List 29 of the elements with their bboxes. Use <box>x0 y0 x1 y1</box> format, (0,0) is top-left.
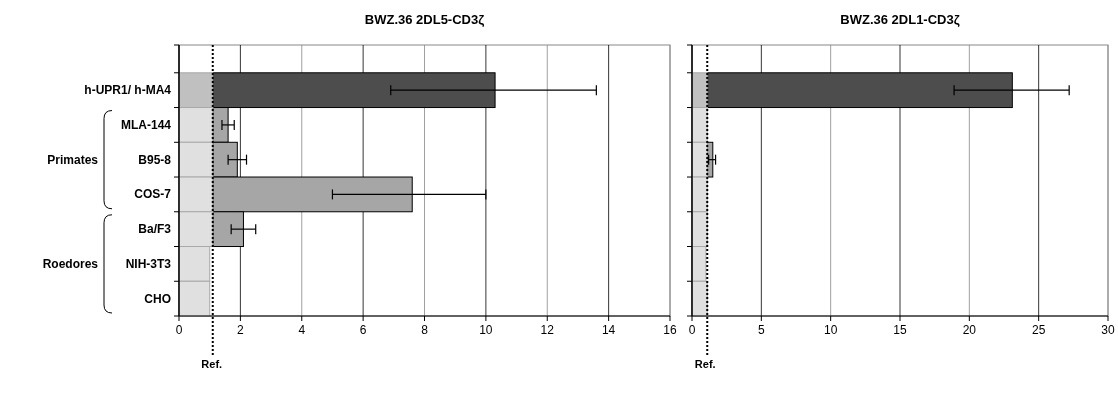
y-tick-label: COS-7 <box>134 187 172 202</box>
x-tick-label: 5 <box>757 323 765 337</box>
x-tick-label: 10 <box>479 323 493 337</box>
ref-line-label: Ref. <box>201 358 223 370</box>
x-tick-label: 20 <box>962 323 977 337</box>
x-tick-label: 12 <box>540 323 555 337</box>
x-tick-label: 10 <box>823 323 838 337</box>
x-tick-label: 15 <box>893 323 907 337</box>
x-tick-label: 0 <box>175 323 183 337</box>
text: Primates <box>47 152 99 167</box>
y-tick-label: Ba/F3 <box>138 222 172 237</box>
x-tick-label: 6 <box>359 323 367 337</box>
x-tick-label: 4 <box>298 323 306 337</box>
y-tick-label: h-UPR1/ h-MA4 <box>84 83 172 98</box>
x-tick-label: 25 <box>1031 323 1046 337</box>
chart-title: BWZ.36 2DL1-CD3ζ <box>840 12 960 27</box>
y-tick-label: NIH-3T3 <box>125 256 172 271</box>
chart-title: BWZ.36 2DL5-CD3ζ <box>364 12 485 27</box>
x-tick-label: 14 <box>601 323 616 337</box>
text: Roedores <box>42 256 99 271</box>
y-tick-label: MLA-144 <box>120 117 172 132</box>
x-tick-label: 8 <box>421 323 429 337</box>
ref-line-label: Ref. <box>694 358 716 370</box>
y-tick-label: CHO <box>144 291 171 306</box>
y-tick-label: B95-8 <box>138 152 172 167</box>
x-tick-label: 16 <box>663 323 677 337</box>
x-tick-label: 0 <box>688 323 696 337</box>
x-tick-label: 2 <box>237 323 245 337</box>
x-tick-label: 30 <box>1101 323 1115 337</box>
